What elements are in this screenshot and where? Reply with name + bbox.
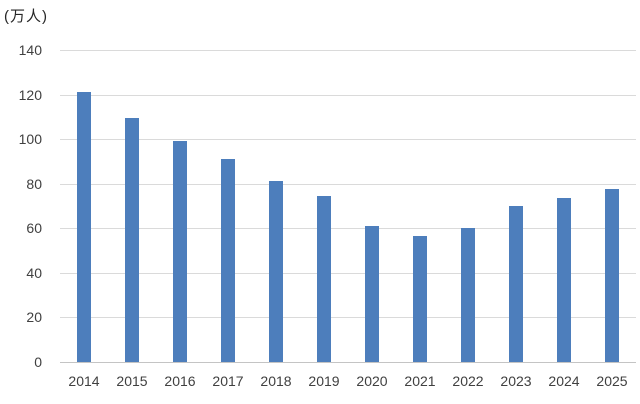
x-tick-label: 2022: [452, 373, 484, 389]
gridline: [60, 50, 636, 51]
x-tick-label: 2020: [356, 373, 388, 389]
bar-2016: [173, 141, 187, 362]
bar-2019: [317, 196, 331, 362]
x-tick-label: 2019: [308, 373, 340, 389]
x-tick-label: 2014: [68, 373, 100, 389]
gridline: [60, 139, 636, 140]
gridline: [60, 273, 636, 274]
x-axis-line: [60, 362, 636, 363]
y-tick-label: 20: [26, 309, 42, 325]
y-axis-unit-label: (万人): [4, 8, 48, 25]
y-tick-label: 40: [26, 265, 42, 281]
bar-2024: [557, 198, 571, 362]
y-tick-label: 100: [18, 131, 42, 147]
y-tick-label: 120: [18, 87, 42, 103]
gridline: [60, 95, 636, 96]
y-tick-label: 80: [26, 176, 42, 192]
gridline: [60, 184, 636, 185]
y-tick-label: 140: [18, 42, 42, 58]
bar-2015: [125, 118, 139, 362]
bar-2025: [605, 189, 619, 362]
x-tick-label: 2015: [116, 373, 148, 389]
x-tick-label: 2021: [404, 373, 436, 389]
bar-2018: [269, 181, 283, 362]
bar-2022: [461, 228, 475, 362]
x-tick-label: 2025: [596, 373, 628, 389]
y-tick-label: 60: [26, 220, 42, 236]
bar-2021: [413, 236, 427, 362]
gridline: [60, 317, 636, 318]
x-tick-label: 2018: [260, 373, 292, 389]
bar-2017: [221, 159, 235, 362]
bar-2020: [365, 226, 379, 362]
gridline: [60, 228, 636, 229]
x-tick-label: 2016: [164, 373, 196, 389]
x-tick-label: 2023: [500, 373, 532, 389]
x-tick-label: 2017: [212, 373, 244, 389]
y-tick-label: 0: [34, 354, 42, 370]
x-tick-label: 2024: [548, 373, 580, 389]
bar-2014: [77, 92, 91, 362]
bar-2023: [509, 206, 523, 362]
